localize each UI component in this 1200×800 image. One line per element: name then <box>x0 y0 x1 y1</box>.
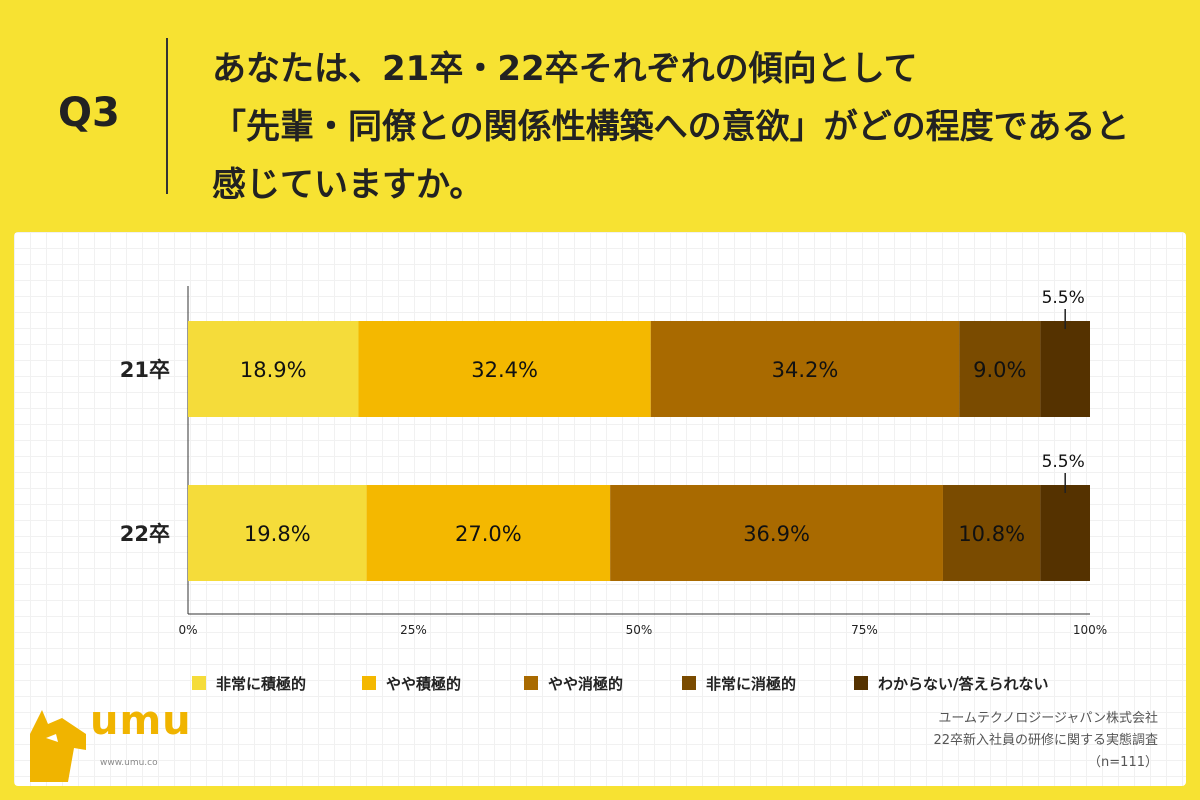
legend: 非常に積極的 やや積極的 やや消極的 非常に消極的 わからない/答えられない <box>192 672 1084 694</box>
data-label: 5.5% <box>1042 452 1085 472</box>
question-line-3: 感じていますか。 <box>212 165 484 205</box>
credit-line-1: ユームテクノロジージャパン株式会社 <box>938 711 1158 726</box>
bar-segment <box>1040 321 1090 417</box>
bar-segment <box>959 321 1041 417</box>
category-label: 21卒 <box>120 358 170 382</box>
data-label: 10.8% <box>958 522 1025 546</box>
legend-item: 非常に積極的 <box>192 673 362 694</box>
divider <box>166 38 168 194</box>
legend-item: わからない/答えられない <box>854 673 1084 694</box>
question-line-2: 「先輩・同僚との関係性構築への意欲」がどの程度であると <box>212 107 1130 147</box>
legend-label: わからない/答えられない <box>878 674 1049 693</box>
legend-label: 非常に消極的 <box>706 674 797 693</box>
legend-label: 非常に積極的 <box>216 674 307 693</box>
data-label: 27.0% <box>455 522 522 546</box>
bar-segment <box>188 485 367 581</box>
bar-segment <box>650 321 960 417</box>
data-label: 5.5% <box>1042 288 1085 308</box>
x-tick-label: 75% <box>851 623 878 637</box>
legend-item: やや消極的 <box>524 673 682 694</box>
x-tick-label: 50% <box>626 623 653 637</box>
umu-logo: umu www.umu.co <box>28 698 191 784</box>
x-tick-label: 25% <box>400 623 427 637</box>
legend-item: やや積極的 <box>362 673 524 694</box>
horse-logo-icon <box>30 710 86 782</box>
bar-segment <box>366 485 611 581</box>
legend-swatch <box>362 676 376 690</box>
credit-line-3: （n=111） <box>1088 755 1158 770</box>
logo-url: www.umu.co <box>100 758 158 768</box>
question-text: あなたは、21卒・22卒それぞれの傾向として 「先輩・同僚との関係性構築への意欲… <box>212 40 1172 214</box>
x-tick-label: 0% <box>178 623 197 637</box>
x-tick-label: 100% <box>1073 623 1107 637</box>
bar-segment <box>610 485 943 581</box>
data-label: 9.0% <box>973 358 1026 382</box>
bar-segment <box>188 321 359 417</box>
bar-segment <box>942 485 1041 581</box>
bar-segment <box>1040 485 1090 581</box>
category-label: 22卒 <box>120 522 170 546</box>
legend-swatch <box>682 676 696 690</box>
data-label: 18.9% <box>240 358 307 382</box>
legend-item: 非常に消極的 <box>682 673 854 694</box>
bar-segment <box>358 321 651 417</box>
legend-label: やや消極的 <box>548 674 624 693</box>
logo-wordmark: umu <box>90 698 192 744</box>
legend-swatch <box>192 676 206 690</box>
data-label: 36.9% <box>743 522 810 546</box>
source-credit: ユームテクノロジージャパン株式会社 22卒新入社員の研修に関する実態調査 （n=… <box>933 708 1158 774</box>
legend-swatch <box>854 676 868 690</box>
question-line-1: あなたは、21卒・22卒それぞれの傾向として <box>212 49 918 89</box>
legend-swatch <box>524 676 538 690</box>
data-label: 32.4% <box>471 358 538 382</box>
question-number: Q3 <box>58 90 120 136</box>
credit-line-2: 22卒新入社員の研修に関する実態調査 <box>933 733 1158 748</box>
data-label: 34.2% <box>772 358 839 382</box>
data-label: 19.8% <box>244 522 311 546</box>
legend-label: やや積極的 <box>386 674 462 693</box>
